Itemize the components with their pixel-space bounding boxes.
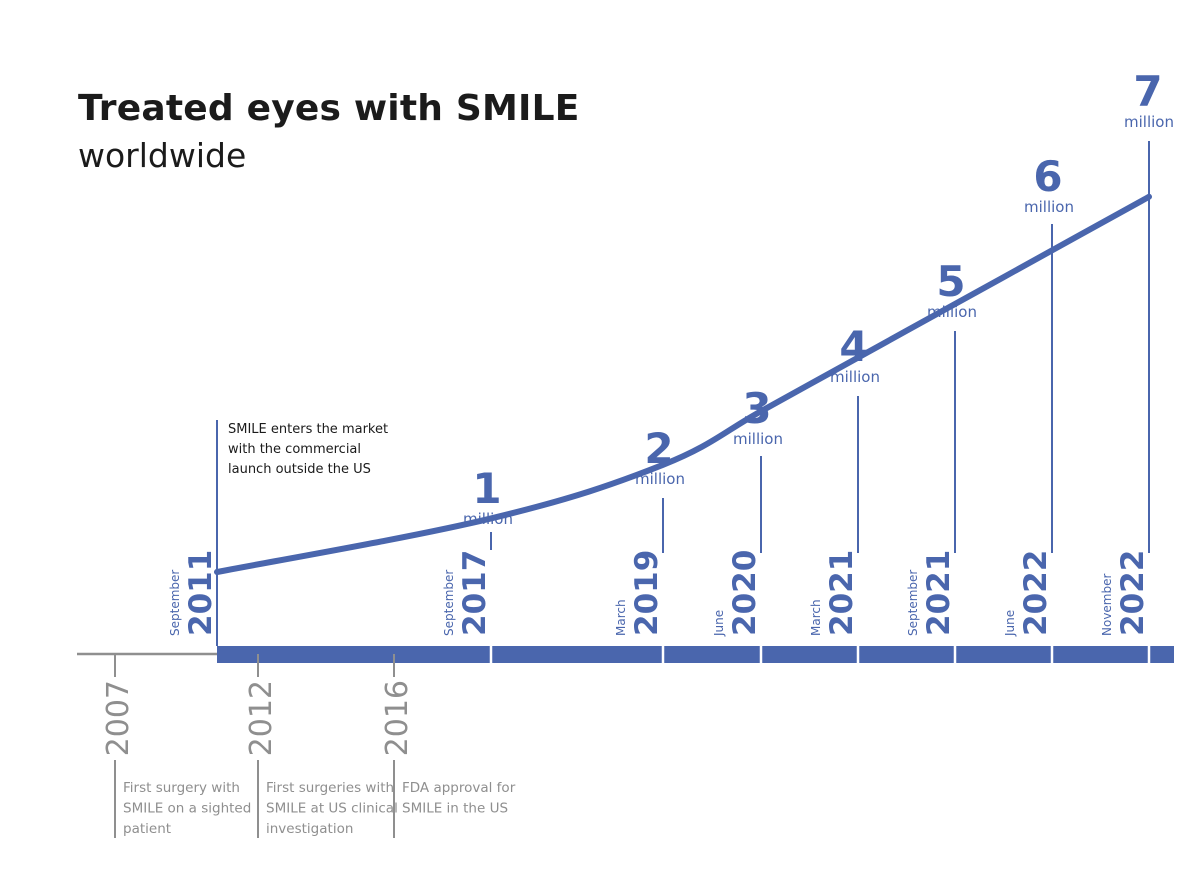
milestone-unit-label: million	[830, 368, 880, 386]
date-month-label: March	[809, 599, 823, 636]
date-year-label: 2022	[1115, 550, 1151, 636]
milestone-value-label: 2	[644, 424, 673, 473]
milestone-value-label: 7	[1133, 67, 1162, 116]
early-milestone-text: SMILE in the US	[402, 801, 508, 817]
early-milestone-year: 2012	[244, 680, 279, 756]
early-milestone-text: SMILE at US clinical	[266, 801, 398, 817]
date-year-label: 2021	[824, 550, 860, 636]
early-milestone-text: First surgeries with	[266, 780, 394, 796]
early-milestone-year: 2007	[101, 680, 136, 756]
early-milestone-text: SMILE on a sighted	[123, 801, 251, 817]
launch-annotation-line: launch outside the US	[228, 462, 371, 477]
milestone-unit-label: million	[927, 303, 977, 321]
date-month-label: June	[712, 610, 726, 637]
page-title: Treated eyes with SMILE	[78, 88, 580, 129]
milestone-unit-label: million	[1124, 113, 1174, 131]
date-year-label: 2017	[457, 550, 493, 636]
early-milestone-text: patient	[123, 821, 171, 837]
date-month-label: September	[168, 570, 182, 636]
date-year-label: 2020	[727, 550, 763, 636]
milestone-value-label: 3	[742, 384, 771, 433]
milestone-value-label: 1	[472, 464, 501, 513]
date-month-label: June	[1003, 610, 1017, 637]
date-month-label: November	[1100, 574, 1114, 636]
axis-bar	[217, 646, 1174, 663]
milestone-value-label: 6	[1033, 152, 1062, 201]
date-year-label: 2011	[183, 550, 219, 636]
early-milestone-year: 2016	[380, 680, 415, 756]
date-month-label: September	[906, 570, 920, 636]
date-month-label: March	[614, 599, 628, 636]
page-subtitle: worldwide	[78, 136, 247, 175]
launch-annotation-line: SMILE enters the market	[228, 422, 388, 437]
growth-curve	[214, 193, 1152, 575]
milestone-value-label: 5	[936, 257, 965, 306]
launch-annotation-line: with the commercial	[228, 442, 361, 457]
milestone-value-label: 4	[839, 322, 868, 371]
date-month-label: September	[442, 570, 456, 636]
early-milestone-text: investigation	[266, 821, 353, 837]
early-milestone-text: First surgery with	[123, 780, 240, 796]
milestone-unit-label: million	[1024, 198, 1074, 216]
milestone-unit-label: million	[635, 470, 685, 488]
milestone-unit-label: million	[463, 510, 513, 528]
date-year-label: 2019	[629, 550, 665, 636]
early-milestone-text: FDA approval for	[402, 780, 516, 796]
milestone-unit-label: million	[733, 430, 783, 448]
date-year-label: 2022	[1018, 550, 1054, 636]
date-year-label: 2021	[921, 550, 957, 636]
